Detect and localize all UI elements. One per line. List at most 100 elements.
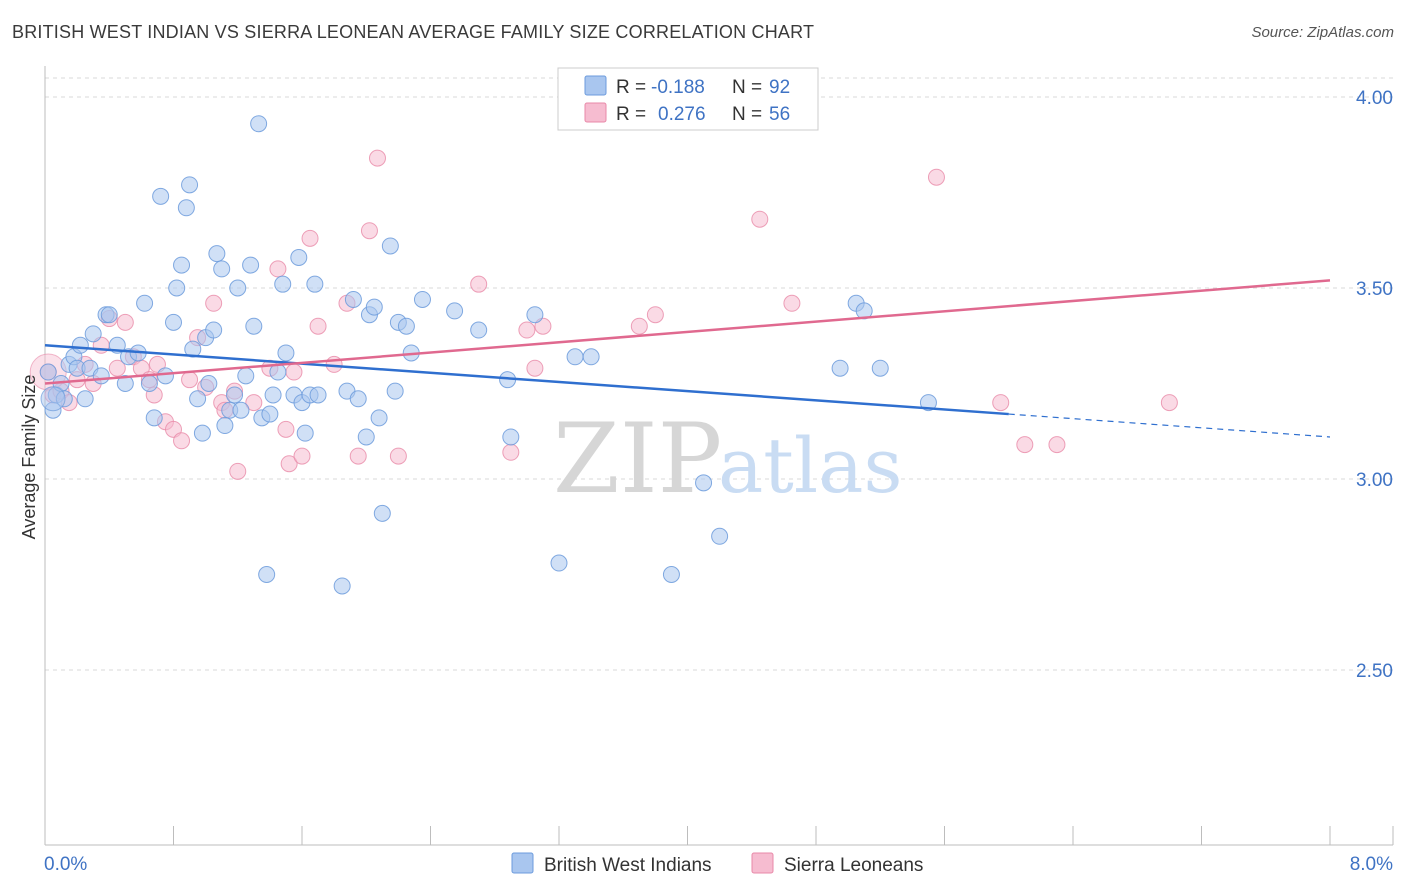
legend-n-label-pink: N =	[732, 104, 762, 125]
sierra-leonean-point	[751, 210, 769, 228]
watermark-zip: ZIP	[553, 403, 722, 515]
trend-lines	[44, 279, 1331, 438]
sierra-leonean-point	[309, 317, 327, 335]
british-west-indian-point	[242, 256, 260, 274]
british-west-indian-point	[871, 359, 889, 377]
british-west-indian-point	[232, 401, 250, 419]
series-legend-swatch-blue	[511, 852, 534, 874]
x-tick-label-max: 8.0%	[1350, 854, 1393, 875]
sierra-leonean-point	[116, 313, 134, 331]
legend-n-label-blue: N =	[732, 77, 762, 98]
british-west-indian-point	[711, 527, 729, 545]
british-west-indian-point	[213, 260, 231, 278]
british-west-indian-point	[357, 428, 375, 446]
british-west-indian-point	[84, 325, 102, 343]
british-west-indian-point	[184, 340, 202, 358]
british-west-indian-point	[365, 298, 383, 316]
british-west-indian-point	[136, 294, 154, 312]
british-west-indian-point	[200, 375, 218, 392]
legend-r-label-pink: R =	[616, 104, 646, 125]
british-west-indian-point	[582, 348, 600, 366]
series-legend-label-pink: Sierra Leoneans	[784, 855, 923, 876]
british-west-indian-point	[502, 428, 520, 446]
watermark-atlas: atlas	[718, 421, 902, 510]
british-west-indian-point	[344, 290, 362, 308]
british-west-indian-point	[92, 367, 110, 385]
source-label: Source: ZipAtlas.com	[1251, 24, 1394, 41]
legend-swatch-pink	[584, 102, 607, 123]
sierra-leonean-point	[293, 447, 311, 465]
british-west-indian-point	[277, 344, 295, 362]
chart-title: BRITISH WEST INDIAN VS SIERRA LEONEAN AV…	[12, 22, 815, 42]
x-tick-label-min: 0.0%	[44, 854, 87, 875]
british-west-indian-point	[381, 237, 399, 255]
sierra-leonean-point	[181, 371, 199, 389]
axes	[44, 66, 1394, 846]
sierra-leonean-point	[927, 168, 945, 186]
sierra-leonean-point	[389, 447, 407, 465]
british-west-indian-point	[373, 504, 391, 522]
sierra-leonean-point	[349, 447, 367, 465]
british-west-indian-point	[177, 199, 195, 217]
british-west-indian-point	[168, 279, 186, 297]
british-west-indian-point	[261, 405, 279, 423]
y-tick-label: 2.50	[1356, 661, 1393, 682]
sierra-leonean-point	[368, 149, 386, 167]
sierra-leonean-point	[269, 260, 287, 278]
y-tick-label: 3.00	[1356, 470, 1393, 491]
british-west-indian-trend-extension	[1008, 413, 1331, 438]
british-west-indian-point	[76, 390, 94, 408]
british-west-indian-point	[566, 348, 584, 366]
y-tick-label: 3.50	[1356, 279, 1393, 300]
british-west-indian-point	[189, 390, 207, 408]
british-west-indian-point	[333, 577, 351, 595]
sierra-leonean-trend-line	[44, 279, 1331, 385]
british-west-indian-point	[216, 417, 234, 435]
sierra-leonean-point	[646, 306, 664, 324]
sierra-leonean-point	[360, 222, 378, 240]
british-west-indian-point	[309, 386, 327, 404]
y-tick-labels: 2.50 3.00 3.50 4.00	[1356, 88, 1393, 682]
british-west-indian-point	[39, 363, 57, 381]
british-west-indian-point	[446, 302, 464, 320]
sierra-leonean-point	[518, 321, 536, 339]
legend-n-value-pink: 56	[769, 104, 790, 125]
sierra-leonean-point	[277, 420, 295, 438]
sierra-leonean-point	[1160, 394, 1178, 412]
legend-swatch-blue	[584, 75, 607, 96]
british-west-indian-point	[349, 390, 367, 408]
british-west-indian-point	[274, 275, 292, 293]
sierra-leonean-point	[173, 432, 191, 450]
british-west-indian-point	[245, 317, 263, 335]
british-west-indian-point	[258, 566, 276, 583]
british-west-indian-point	[237, 367, 255, 385]
sierra-leonean-point	[992, 394, 1010, 412]
british-west-indian-point	[264, 386, 282, 404]
sierra-leonean-point	[285, 363, 303, 381]
british-west-indian-point	[290, 248, 308, 266]
british-west-indian-point	[695, 474, 713, 492]
british-west-indian-point	[193, 424, 211, 442]
british-west-indian-point	[173, 256, 191, 274]
sierra-leonean-point	[205, 294, 223, 312]
correlation-legend: R = -0.188 N = 92 R = 0.276 N = 56	[557, 67, 819, 131]
british-west-indian-point	[306, 275, 324, 293]
sierra-leonean-point	[783, 294, 801, 312]
british-west-indian-point	[226, 386, 244, 404]
legend-r-label-blue: R =	[616, 77, 646, 98]
british-west-indian-point	[181, 176, 199, 194]
sierra-leonean-point	[108, 359, 126, 377]
sierra-leonean-point	[280, 455, 298, 473]
british-west-indian-point	[208, 245, 226, 263]
british-west-indian-points	[39, 115, 937, 595]
sierra-leonean-point	[245, 394, 263, 412]
british-west-indian-point	[116, 375, 134, 392]
british-west-indian-point	[71, 336, 89, 354]
sierra-leonean-point	[502, 443, 520, 461]
british-west-indian-point	[296, 424, 314, 442]
british-west-indian-point	[205, 321, 223, 339]
british-west-indian-point	[413, 290, 431, 308]
sierra-leonean-point	[1048, 436, 1066, 454]
legend-r-value-pink: 0.276	[658, 104, 706, 125]
british-west-indian-point	[152, 187, 170, 205]
